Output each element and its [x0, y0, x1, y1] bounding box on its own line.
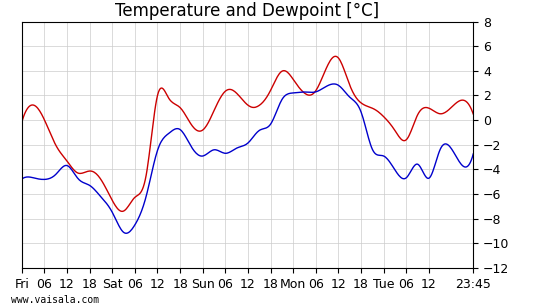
Title: Temperature and Dewpoint [°C]: Temperature and Dewpoint [°C]	[115, 2, 380, 20]
Text: www.vaisala.com: www.vaisala.com	[11, 295, 99, 305]
